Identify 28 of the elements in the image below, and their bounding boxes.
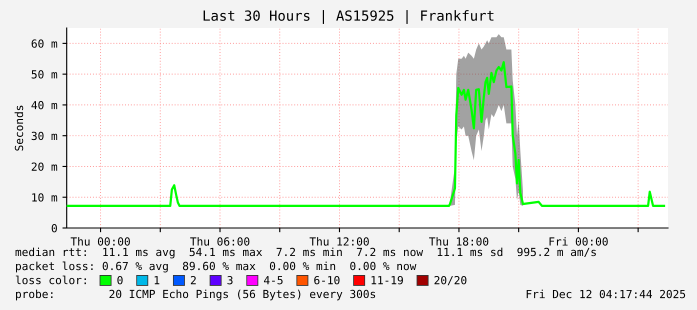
y-tick-label: 20 m — [32, 162, 58, 171]
legend-label: 4-5 — [264, 276, 283, 284]
chart-title: Last 30 Hours | AS15925 | Frankfurt — [204, 10, 494, 24]
y-tick-label: 60 m — [32, 39, 58, 48]
x-tick-label: Thu 12:00 — [310, 237, 369, 246]
x-tick-label: Thu 06:00 — [190, 237, 250, 246]
legend-label: 2 — [190, 276, 196, 284]
legend-label: 0 — [117, 276, 123, 284]
legend-label: 11-19 — [372, 276, 403, 284]
legend-label: 20/20 — [434, 276, 466, 286]
text: Fri Dec 12 04:17:44 2025 — [526, 290, 686, 298]
legend-label: 6-10 — [314, 276, 340, 284]
x-tick-label: Thu 18:00 — [429, 237, 488, 246]
legend-title: loss color: — [16, 276, 86, 284]
x-tick-label: Fri 00:00 — [550, 237, 608, 246]
y-tick-label: 30 m — [32, 132, 58, 140]
x-tick-label: Thu 00:00 — [70, 237, 130, 246]
y-tick-label: 40 m — [31, 100, 58, 110]
text: packet loss: 0.67 % avg 89.60 % max 0.00 % min 0.00 % now — [16, 262, 416, 272]
line-series — [66, 61, 666, 207]
y-axis-title: Seconds — [14, 106, 24, 151]
legend-label: 1 — [154, 276, 160, 284]
legend-label: 3 — [227, 276, 233, 284]
y-tick-label: 0 — [52, 224, 57, 232]
text: median rtt: 11.1 ms avg 54.1 ms max 7.2 ms min 7.2 ms now 11.1 ms sd 995.2 m am/s — [16, 248, 596, 258]
text: probe: 20 ICMP Echo Pings (56 Bytes) every 300s — [16, 290, 376, 300]
y-tick-label: 50 m — [32, 70, 58, 79]
y-tick-label: 10 m — [32, 193, 58, 202]
